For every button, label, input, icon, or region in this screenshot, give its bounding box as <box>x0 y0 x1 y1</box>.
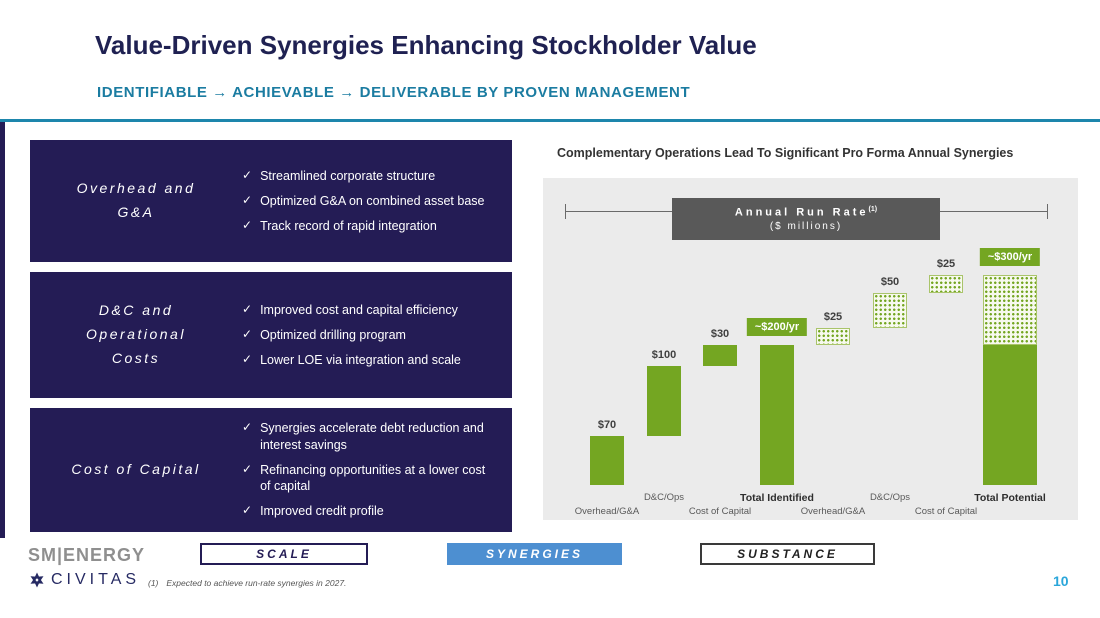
check-icon: ✓ <box>242 420 253 435</box>
checklist-item-text: Track record of rapid integration <box>260 219 437 234</box>
page-number: 10 <box>1053 573 1069 589</box>
synergy-box-label: Cost of Capital <box>71 461 201 478</box>
civitas-logo-text: CIVITAS <box>51 571 141 588</box>
left-accent-bar <box>0 122 5 538</box>
waterfall-bar-segment <box>929 275 963 293</box>
banner-title: Annual Run Rate(1) <box>734 206 878 219</box>
check-icon: ✓ <box>242 503 253 518</box>
checklist-item: ✓ Refinancing opportunities at a lower co… <box>242 462 498 495</box>
footnote-number: (1) <box>148 578 159 588</box>
bar-value-label: $25 <box>823 310 843 323</box>
badge-synergies: SYNERGIES <box>447 543 622 565</box>
check-icon: ✓ <box>242 461 253 476</box>
waterfall-bar-segment <box>816 327 850 345</box>
x-axis-label: D&C/Ops <box>869 492 911 503</box>
x-axis-label: Total Potential <box>974 492 1046 504</box>
check-icon: ✓ <box>242 167 253 182</box>
x-axis-label: Total Identified <box>740 492 814 504</box>
bar-value-label: $100 <box>651 349 677 361</box>
checklist-item-text: Optimized G&A on combined asset base <box>260 193 485 208</box>
chart-title: Complementary Operations Lead To Signifi… <box>557 146 1014 160</box>
banner-subtitle: ($ millions) <box>769 220 843 232</box>
checklist-item: ✓ Lower LOE via integration and scale <box>242 352 498 368</box>
header-divider <box>0 119 1100 122</box>
checklist-item-text: Lower LOE via integration and scale <box>260 353 461 368</box>
checklist-item: ✓ Improved cost and capital efficiency <box>242 302 498 318</box>
civitas-logo: CIVITAS <box>28 571 140 589</box>
footnote: (1) Expected to achieve run-rate synergie… <box>148 578 346 588</box>
waterfall-bar-segment <box>590 436 624 485</box>
waterfall-bar-segment <box>983 275 1037 345</box>
x-axis-label: Overhead/G&A <box>800 506 866 517</box>
synergy-box: Cost of Capital ✓ Synergies accelerate deb… <box>30 408 512 532</box>
check-icon: ✓ <box>242 301 253 316</box>
sm-energy-logo: SM|ENERGY <box>28 545 146 565</box>
chart-plot: Annual Run Rate(1) ($ millions) $70 Overh… <box>543 178 1078 520</box>
slide-subtitle: IDENTIFIABLE → ACHIEVABLE → DELIVERABLE … <box>97 84 691 101</box>
bar-value-label: $50 <box>880 275 900 288</box>
synergy-box-label: D&C and Operational Costs <box>86 302 186 366</box>
waterfall-bar-segment <box>760 345 794 485</box>
checklist-item-text: Refinancing opportunities at a lower cos… <box>260 462 486 494</box>
checklist-item: ✓ Synergies accelerate debt reduction and… <box>242 420 498 453</box>
x-axis-label: Cost of Capital <box>914 506 978 517</box>
badge-scale: SCALE <box>200 543 368 565</box>
checklist-item: ✓ Optimized G&A on combined asset base <box>242 193 498 209</box>
synergy-box: Overhead and G&A ✓ Streamlined corporate s… <box>30 140 512 262</box>
check-icon: ✓ <box>242 326 253 341</box>
checklist-item: ✓ Streamlined corporate structure <box>242 168 498 184</box>
annual-run-rate-banner: Annual Run Rate(1) ($ millions) <box>672 198 940 240</box>
waterfall-bar-segment <box>647 366 681 436</box>
bracket-tick-left <box>565 204 566 219</box>
check-icon: ✓ <box>242 218 253 233</box>
waterfall-bar-segment <box>873 292 907 328</box>
x-axis-label: Cost of Capital <box>688 506 752 517</box>
synergy-box-label: Overhead and G&A <box>76 180 196 220</box>
bar-value-label: $70 <box>597 419 617 431</box>
checklist-item-text: Synergies accelerate debt reduction and … <box>260 421 484 452</box>
bar-value-label: $30 <box>710 328 730 340</box>
synergy-boxes: Overhead and G&A ✓ Streamlined corporate s… <box>30 140 512 532</box>
checklist-item: ✓ Track record of rapid integration <box>242 218 498 234</box>
page-title: Value-Driven Synergies Enhancing Stockho… <box>95 30 757 60</box>
synergy-box: D&C and Operational Costs ✓ Improved cost … <box>30 272 512 398</box>
checklist-item-text: Optimized drilling program <box>260 327 406 342</box>
bar-value-label: $25 <box>936 258 956 270</box>
total-value-label: ~$300/yr <box>979 248 1041 266</box>
checklist-item-text: Streamlined corporate structure <box>260 168 436 183</box>
check-icon: ✓ <box>242 192 253 207</box>
bracket-tick-right <box>1047 204 1048 219</box>
checklist-item: ✓ Optimized drilling program <box>242 327 498 343</box>
civitas-logo-icon <box>28 571 46 589</box>
footnote-text: Expected to achieve run-rate synergies i… <box>166 578 347 588</box>
waterfall-bar-segment <box>703 345 737 366</box>
badge-substance: SUBSTANCE <box>700 543 875 565</box>
x-axis-label: Overhead/G&A <box>574 506 640 517</box>
waterfall-bar-segment <box>983 345 1037 485</box>
total-value-label: ~$200/yr <box>746 318 808 336</box>
checklist-item-text: Improved cost and capital efficiency <box>260 302 458 317</box>
checklist-item-text: Improved credit profile <box>260 504 384 519</box>
x-axis-label: D&C/Ops <box>643 492 685 503</box>
check-icon: ✓ <box>242 352 253 367</box>
checklist-item: ✓ Improved credit profile <box>242 503 498 519</box>
